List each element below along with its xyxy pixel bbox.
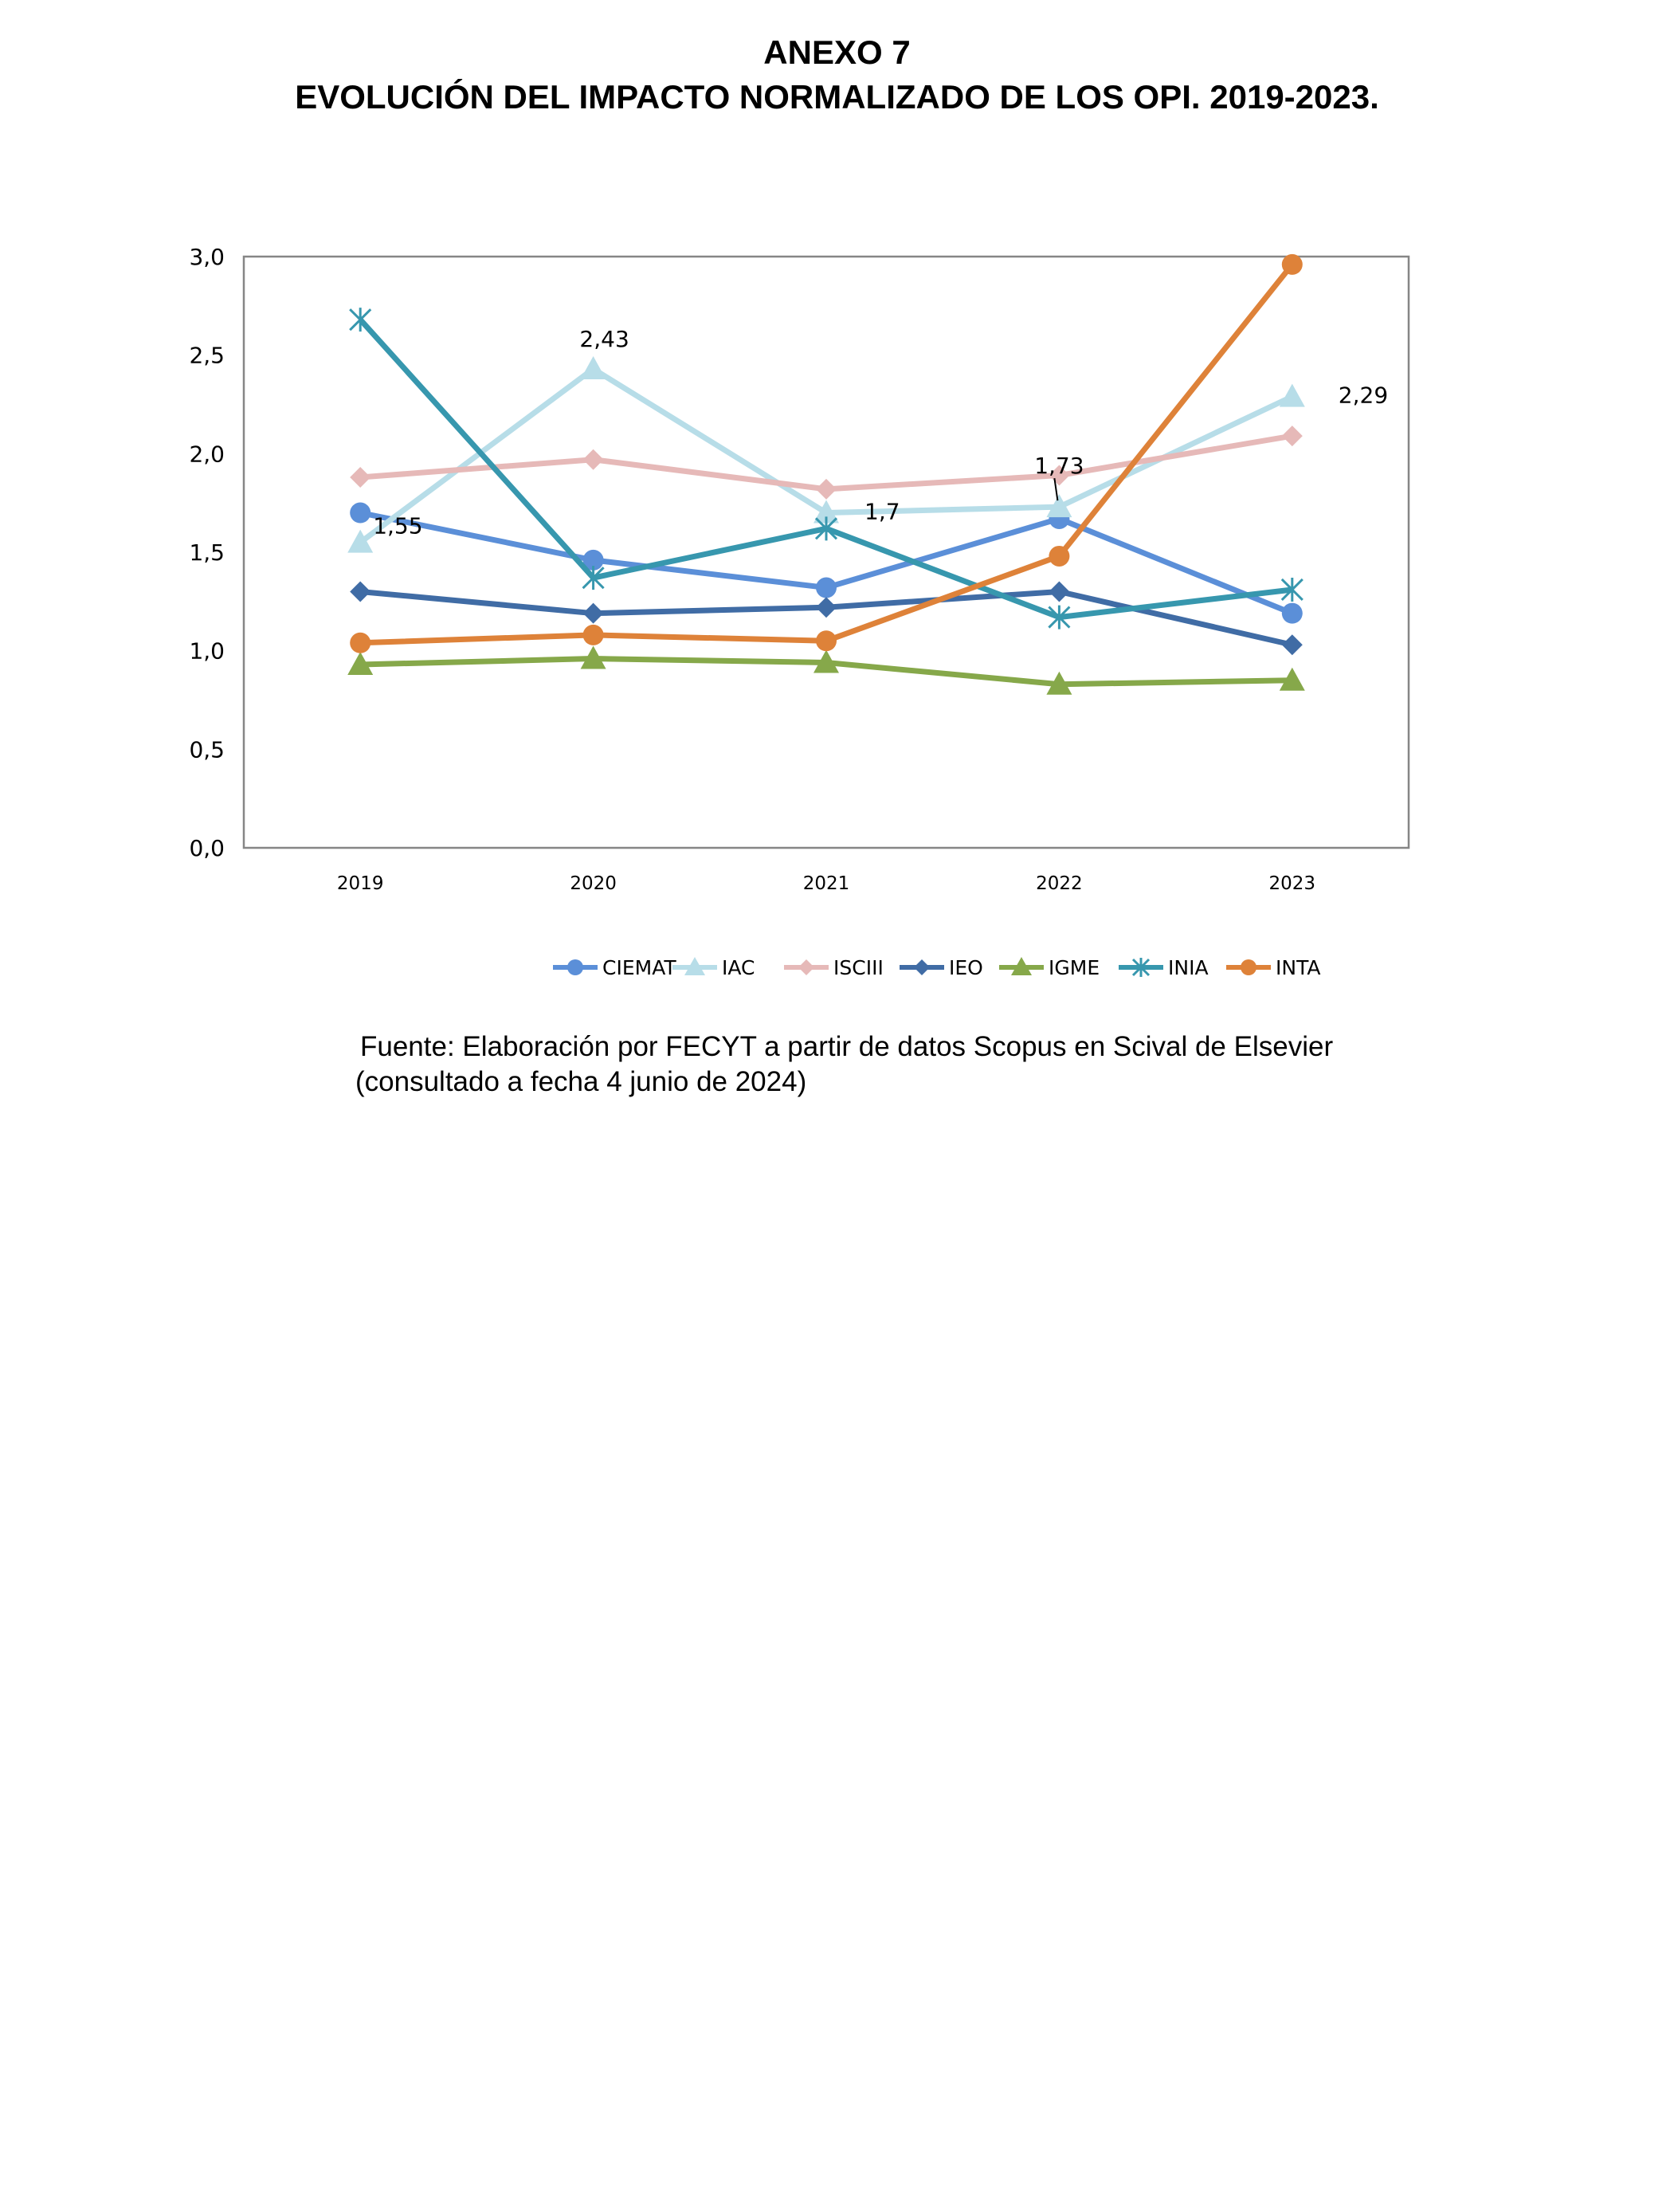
data-point-isciii [350, 467, 371, 488]
data-point-inia [582, 566, 605, 590]
y-tick-label: 2,5 [189, 343, 225, 369]
series-igme [347, 645, 1305, 695]
legend-marker-inta [1241, 959, 1256, 975]
legend-label-inta: INTA [1276, 956, 1321, 979]
data-point-igme [813, 649, 839, 673]
data-point-ieo [582, 602, 604, 624]
data-point-inta [350, 632, 371, 653]
data-point-ciemat [816, 577, 837, 598]
data-point-inia [1048, 605, 1071, 629]
data-point-inta [582, 624, 604, 645]
y-tick-label: 0,5 [189, 736, 225, 763]
legend-marker-igme [1011, 957, 1032, 975]
data-point-inia [349, 308, 372, 332]
y-tick-label: 1,0 [189, 638, 225, 665]
data-label-leader [1053, 477, 1059, 501]
x-tick-label: 2022 [1036, 873, 1083, 894]
x-tick-label: 2021 [803, 873, 850, 894]
data-point-inia [1280, 577, 1304, 602]
plot-area [242, 255, 1410, 849]
data-point-ieo [1049, 581, 1070, 602]
data-point-ciemat [582, 549, 604, 571]
legend-label-igme: IGME [1049, 956, 1100, 979]
data-point-inta [816, 630, 837, 652]
annex-title: ANEXO 7 [763, 33, 911, 71]
series-inia [349, 308, 1304, 629]
data-point-ciemat [350, 502, 371, 524]
data-point-ieo [1281, 634, 1303, 656]
data-point-isciii [816, 478, 837, 500]
data-label: 1,73 [1034, 453, 1084, 479]
legend-item-igme: IGME [999, 956, 1100, 979]
legend-item-iac: IAC [672, 956, 755, 979]
data-point-inta [1281, 253, 1303, 275]
y-tick-label: 0,0 [189, 835, 225, 861]
y-tick-label: 1,5 [189, 539, 225, 566]
legend-label-inia: INIA [1168, 956, 1209, 979]
data-point-igme [347, 651, 374, 675]
data-point-igme [1279, 667, 1305, 691]
data-label: 1,55 [373, 513, 422, 539]
legend-marker-inia [1131, 958, 1151, 977]
data-point-isciii [582, 449, 604, 470]
data-point-inia [814, 516, 838, 541]
data-point-isciii [1281, 426, 1303, 447]
data-label: 2,43 [579, 326, 629, 352]
legend-label-iac: IAC [722, 956, 755, 979]
legend: CIEMAT IAC ISCIII IEO IGME INIA INTA [553, 956, 1321, 979]
series-iac [347, 355, 1305, 553]
series-inta [350, 253, 1303, 653]
data-point-igme [580, 645, 606, 669]
data-point-ciemat [1281, 602, 1303, 624]
x-tick-label: 2020 [570, 873, 617, 894]
legend-item-ciemat: CIEMAT [553, 956, 676, 979]
data-point-ieo [816, 597, 837, 618]
chart-heading: EVOLUCIÓN DEL IMPACTO NORMALIZADO DE LOS… [295, 78, 1379, 116]
legend-label-ciemat: CIEMAT [602, 956, 676, 979]
source-date: (consultado a fecha 4 junio de 2024) [355, 1066, 807, 1097]
data-point-iac [813, 500, 839, 524]
legend-item-inta: INTA [1226, 956, 1321, 979]
data-label: 2,29 [1339, 382, 1388, 409]
legend-marker-ciemat [567, 959, 583, 975]
legend-item-inia: INIA [1119, 956, 1209, 979]
data-point-ieo [350, 581, 371, 602]
line-chart: 0,0 0,5 1,0 1,5 2,0 2,5 3,0 2019 2020 2021 2022 202… [189, 244, 1410, 979]
legend-label-isciii: ISCIII [833, 956, 884, 979]
legend-marker-iac [684, 957, 705, 975]
y-tick-label: 2,0 [189, 441, 225, 467]
legend-label-ieo: IEO [949, 956, 983, 979]
x-tick-label: 2023 [1269, 873, 1316, 894]
data-point-iac [1046, 494, 1072, 518]
data-point-iac [347, 529, 374, 553]
data-point-inta [1049, 545, 1070, 567]
data-label: 1,7 [864, 499, 900, 525]
y-tick-label: 3,0 [189, 244, 225, 270]
data-point-iac [1279, 383, 1305, 407]
legend-item-ieo: IEO [900, 956, 983, 979]
legend-marker-ieo [914, 959, 930, 975]
data-point-iac [580, 355, 606, 379]
legend-item-isciii: ISCIII [784, 956, 884, 979]
legend-marker-isciii [798, 959, 814, 975]
data-point-igme [1046, 671, 1072, 695]
source-note: Fuente: Elaboración por FECYT a partir d… [360, 1031, 1334, 1062]
x-tick-label: 2019 [337, 873, 384, 894]
